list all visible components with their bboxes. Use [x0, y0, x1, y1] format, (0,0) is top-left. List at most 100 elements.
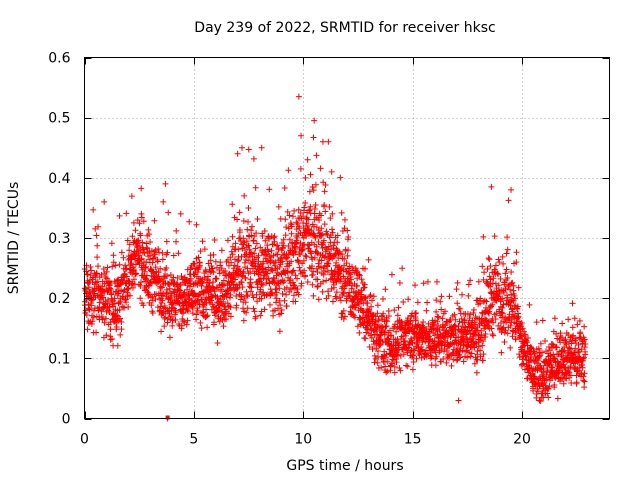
- data-point: [85, 284, 92, 291]
- data-point: [323, 277, 330, 284]
- data-point: [216, 301, 223, 308]
- data-point: [291, 207, 298, 214]
- data-point: [501, 329, 508, 336]
- data-point: [89, 318, 96, 325]
- data-point: [260, 289, 267, 296]
- data-point: [240, 268, 247, 275]
- data-point: [193, 221, 200, 228]
- data-point: [176, 300, 183, 307]
- data-point: [159, 256, 166, 263]
- data-point: [551, 356, 558, 362]
- data-point: [578, 346, 585, 353]
- data-point: [285, 225, 292, 232]
- data-point: [362, 294, 369, 301]
- data-point: [168, 313, 175, 320]
- data-point: [270, 260, 277, 267]
- data-point: [108, 335, 115, 342]
- data-point: [103, 315, 110, 322]
- data-point: [147, 280, 154, 287]
- data-point: [268, 289, 275, 296]
- data-point: [226, 303, 233, 310]
- data-point: [257, 244, 264, 251]
- data-point: [388, 271, 395, 278]
- data-point: [314, 250, 321, 257]
- data-point: [318, 232, 325, 239]
- data-point: [459, 291, 466, 298]
- data-point: [363, 325, 370, 332]
- data-point: [276, 285, 283, 292]
- data-point: [197, 248, 204, 255]
- data-point: [577, 329, 584, 336]
- data-point: [100, 294, 107, 301]
- data-point: [200, 290, 207, 297]
- data-point: [460, 358, 467, 365]
- data-point: [479, 357, 486, 364]
- data-point: [239, 269, 246, 276]
- data-point: [299, 245, 306, 252]
- data-point: [500, 289, 507, 296]
- data-point: [347, 273, 354, 280]
- data-point: [218, 247, 225, 254]
- data-point: [514, 306, 521, 313]
- data-point: [199, 309, 206, 316]
- data-point: [274, 251, 281, 258]
- data-point: [508, 291, 515, 298]
- data-point: [244, 226, 251, 233]
- data-point: [551, 315, 558, 322]
- data-point: [221, 282, 228, 289]
- data-point: [524, 335, 531, 342]
- data-point: [84, 271, 91, 278]
- data-point: [281, 278, 288, 285]
- data-point: [304, 222, 311, 229]
- data-point: [230, 281, 237, 288]
- data-point: [374, 348, 381, 355]
- data-point: [329, 210, 336, 217]
- data-point: [234, 150, 241, 157]
- data-point: [378, 364, 385, 371]
- data-point: [121, 286, 128, 293]
- data-point: [265, 248, 272, 255]
- data-point: [497, 275, 504, 282]
- data-point: [101, 198, 108, 205]
- data-point: [580, 355, 587, 362]
- data-point: [116, 212, 123, 219]
- data-point: [220, 298, 227, 305]
- data-point: [512, 336, 519, 343]
- data-point: [276, 328, 283, 335]
- data-point: [210, 269, 217, 276]
- data-point: [419, 346, 426, 353]
- data-point: [536, 397, 543, 404]
- data-point: [273, 295, 280, 302]
- data-point: [509, 279, 516, 286]
- data-point: [197, 291, 204, 298]
- data-point: [345, 270, 352, 277]
- data-point: [128, 281, 135, 288]
- data-point: [456, 348, 463, 355]
- data-point: [168, 292, 175, 299]
- data-point: [244, 265, 251, 272]
- data-point: [141, 250, 148, 257]
- data-point: [163, 238, 170, 245]
- data-point: [405, 296, 412, 303]
- data-point: [202, 268, 209, 275]
- data-point: [431, 332, 438, 339]
- data-point: [454, 300, 461, 307]
- data-point: [86, 306, 93, 313]
- data-point: [523, 338, 530, 345]
- data-point: [127, 292, 134, 299]
- data-point: [251, 308, 258, 315]
- data-point: [419, 339, 426, 346]
- data-point: [309, 281, 316, 288]
- data-point: [160, 198, 167, 205]
- data-point: [250, 155, 257, 162]
- data-point: [562, 336, 569, 343]
- data-point: [317, 165, 324, 172]
- data-point: [166, 334, 173, 341]
- data-point: [103, 275, 110, 282]
- data-point: [477, 353, 484, 360]
- data-point: [499, 295, 506, 302]
- data-point: [137, 232, 144, 239]
- data-point: [410, 351, 417, 358]
- data-point: [467, 277, 474, 284]
- data-point: [218, 286, 225, 293]
